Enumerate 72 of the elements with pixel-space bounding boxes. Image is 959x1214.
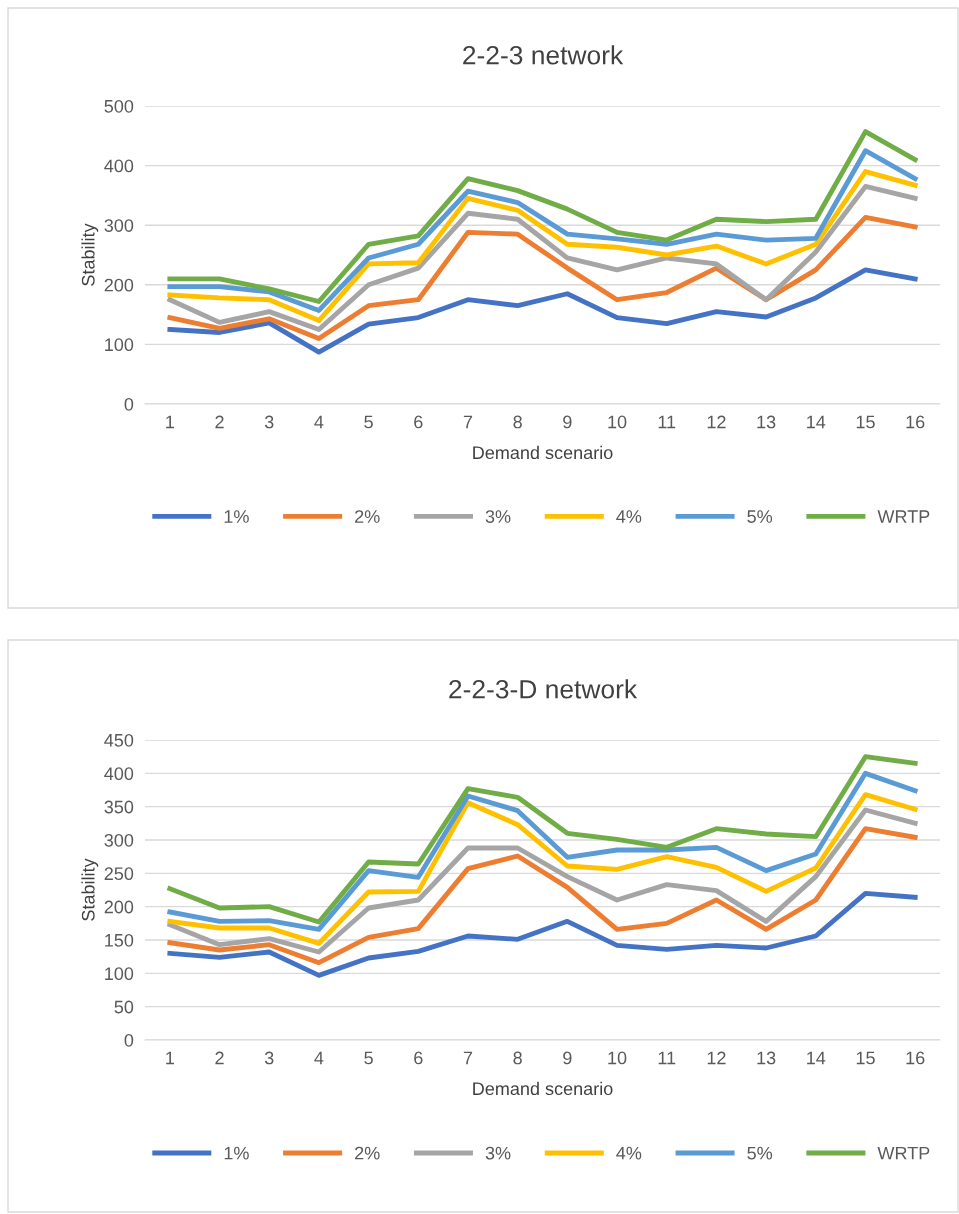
x-axis-title: Demand scenario (473, 445, 613, 460)
x-tick-label: 14 (807, 1051, 826, 1065)
legend-label: WRTP (877, 510, 930, 523)
y-tick-label: 500 (104, 99, 134, 113)
line-series (167, 148, 918, 313)
legend-label: 3% (485, 510, 511, 523)
y-tick-label: 0 (124, 397, 134, 411)
x-tick-label: 5 (364, 415, 373, 429)
legend-label: 2% (355, 1146, 380, 1160)
x-tick-label: 9 (563, 1051, 572, 1065)
x-tick-label: 8 (513, 415, 522, 429)
y-axis-title: Stability (81, 223, 99, 286)
line-series (167, 826, 918, 966)
y-axis-title: Stability (81, 858, 99, 921)
y-tick-label: 400 (104, 159, 134, 173)
legend-label: 1% (224, 510, 249, 523)
x-tick-label: 7 (463, 1051, 473, 1065)
line-series (167, 890, 918, 978)
x-tick-label: 4 (314, 1051, 324, 1065)
y-tick-label: 200 (104, 278, 134, 292)
y-tick-label: 100 (105, 967, 134, 981)
x-tick-label: 10 (608, 1051, 627, 1065)
x-tick-label: 2 (215, 415, 224, 429)
x-tick-label: 5 (364, 1051, 373, 1065)
chart-title: 2-2-3 network (463, 45, 624, 65)
x-tick-label: 3 (264, 415, 274, 429)
y-tick-label: 400 (104, 767, 134, 781)
x-tick-label: 10 (608, 415, 627, 429)
legend-label: 5% (747, 510, 773, 523)
x-tick-label: 9 (563, 415, 572, 429)
legend-label: 3% (485, 1146, 511, 1160)
x-axis-title: Demand scenario (473, 1081, 613, 1096)
x-tick-label: 16 (906, 415, 925, 429)
y-tick-label: 350 (104, 800, 134, 814)
y-tick-label: 300 (104, 219, 134, 232)
legend-label: 4% (616, 1146, 642, 1160)
y-tick-label: 150 (105, 933, 134, 947)
y-tick-label: 200 (104, 900, 134, 914)
x-tick-label: 15 (856, 1051, 875, 1065)
legend-label: WRTP (877, 1146, 930, 1160)
x-tick-label: 2 (215, 1051, 224, 1065)
x-tick-label: 12 (707, 1051, 726, 1065)
x-tick-label: 3 (264, 1051, 274, 1065)
y-tick-label: 450 (104, 733, 134, 747)
y-tick-label: 250 (104, 867, 134, 881)
x-tick-label: 6 (414, 1051, 423, 1065)
x-tick-label: 15 (856, 415, 875, 429)
x-tick-label: 16 (906, 1051, 925, 1065)
x-tick-label: 4 (314, 415, 324, 429)
x-tick-label: 6 (414, 415, 423, 429)
x-tick-label: 14 (807, 415, 826, 429)
line-series (167, 129, 918, 304)
y-tick-label: 100 (105, 338, 134, 352)
x-tick-label: 13 (757, 1051, 776, 1065)
x-tick-label: 12 (707, 415, 726, 429)
x-tick-label: 7 (463, 415, 473, 429)
line-series (167, 267, 918, 355)
legend-label: 1% (224, 1146, 249, 1160)
x-tick-label: 13 (757, 415, 776, 429)
y-tick-label: 50 (114, 1000, 134, 1014)
legend-label: 2% (355, 510, 380, 523)
legend-label: 5% (747, 1146, 773, 1160)
legend-label: 4% (616, 510, 642, 523)
y-tick-label: 0 (124, 1033, 134, 1047)
chart-title: 2-2-3-D network (449, 679, 638, 699)
x-tick-label: 11 (658, 415, 676, 429)
x-tick-label: 11 (658, 1051, 676, 1065)
x-tick-label: 1 (166, 415, 174, 429)
x-tick-label: 8 (513, 1051, 522, 1065)
y-tick-label: 300 (104, 833, 134, 847)
line-series (167, 215, 918, 341)
x-tick-label: 1 (166, 1051, 174, 1065)
